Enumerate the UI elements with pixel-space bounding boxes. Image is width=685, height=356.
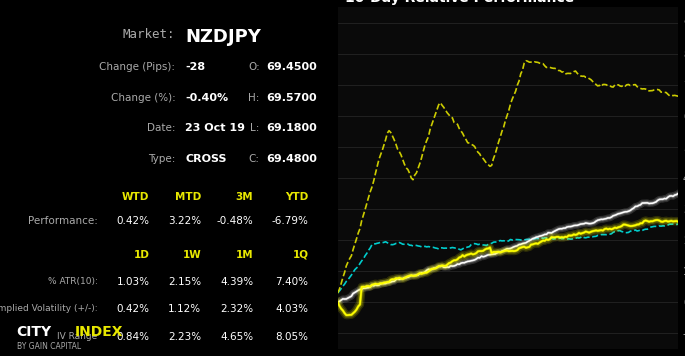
Text: 1W: 1W [183, 250, 201, 260]
Text: -0.48%: -0.48% [216, 216, 253, 226]
Text: O:: O: [248, 62, 260, 72]
Text: 69.4500: 69.4500 [266, 62, 317, 72]
Text: 0.42%: 0.42% [116, 216, 149, 226]
Text: 4.65%: 4.65% [220, 332, 253, 342]
Text: -0.40%: -0.40% [185, 93, 228, 103]
Text: 4.03%: 4.03% [275, 304, 308, 314]
Text: 4.39%: 4.39% [220, 277, 253, 287]
Text: Change (Pips):: Change (Pips): [99, 62, 175, 72]
Text: 69.1800: 69.1800 [266, 123, 317, 133]
Text: 2.15%: 2.15% [169, 277, 201, 287]
Text: 69.4800: 69.4800 [266, 154, 317, 164]
Text: 2.23%: 2.23% [169, 332, 201, 342]
Text: Market:: Market: [123, 28, 175, 41]
Text: 7.40%: 7.40% [275, 277, 308, 287]
Text: 2.32%: 2.32% [220, 304, 253, 314]
Text: 69.5700: 69.5700 [266, 93, 317, 103]
Text: NZDJPY: NZDJPY [185, 28, 261, 46]
Text: 1M: 1M [236, 250, 253, 260]
Text: 3M: 3M [236, 192, 253, 201]
Text: Type:: Type: [148, 154, 175, 164]
Text: YTD: YTD [285, 192, 308, 201]
Text: 1D: 1D [134, 250, 149, 260]
Text: 0.84%: 0.84% [116, 332, 149, 342]
Text: L:: L: [251, 123, 260, 133]
Text: MTD: MTD [175, 192, 201, 201]
Text: Date:: Date: [147, 123, 175, 133]
Text: C:: C: [249, 154, 260, 164]
Text: BY GAIN CAPITAL: BY GAIN CAPITAL [16, 342, 81, 351]
Text: 10-Day Relative Performance: 10-Day Relative Performance [345, 0, 574, 5]
Text: % ATR(10):: % ATR(10): [48, 277, 98, 286]
Text: H:: H: [249, 93, 260, 103]
Text: 1.12%: 1.12% [169, 304, 201, 314]
Text: Performance:: Performance: [28, 216, 98, 226]
Text: INDEX: INDEX [75, 325, 123, 339]
Text: -6.79%: -6.79% [271, 216, 308, 226]
Text: 8.05%: 8.05% [275, 332, 308, 342]
Text: 1.03%: 1.03% [116, 277, 149, 287]
Text: IV Range: IV Range [58, 332, 98, 341]
Text: CITY: CITY [16, 325, 51, 339]
Text: 1Q: 1Q [292, 250, 308, 260]
Text: CROSS: CROSS [185, 154, 227, 164]
Text: 0.42%: 0.42% [116, 304, 149, 314]
Text: Change (%):: Change (%): [111, 93, 175, 103]
Text: Implied Volatility (+/-):: Implied Volatility (+/-): [0, 304, 98, 313]
Text: WTD: WTD [122, 192, 149, 201]
Text: 3.22%: 3.22% [169, 216, 201, 226]
Text: -28: -28 [185, 62, 206, 72]
Text: 23 Oct 19: 23 Oct 19 [185, 123, 245, 133]
